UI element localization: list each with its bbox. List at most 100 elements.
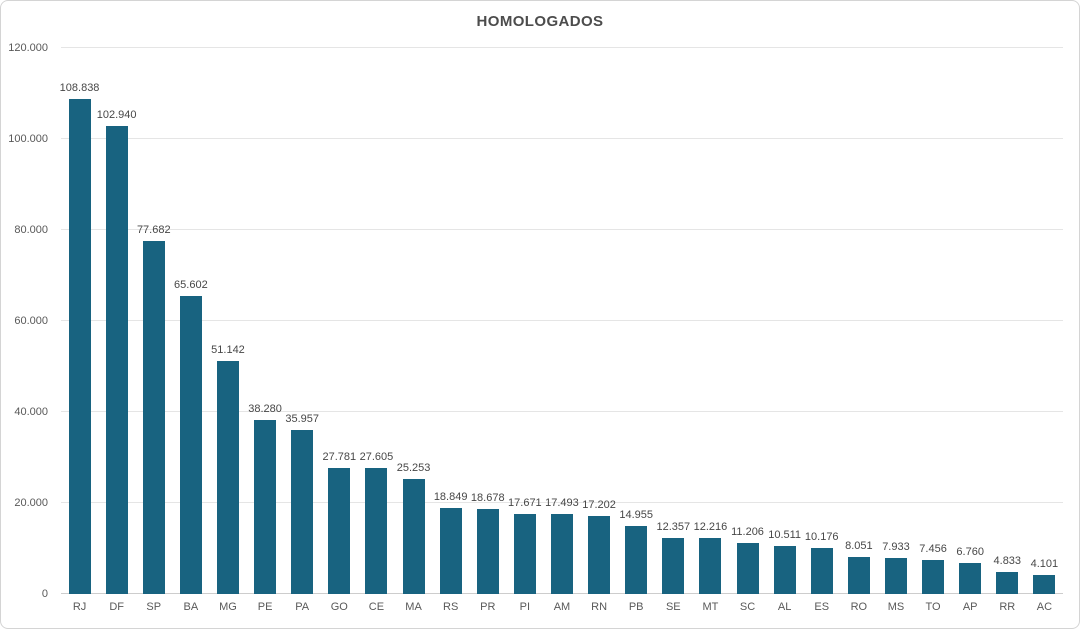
bar-slot: 77.682 SP [135,48,172,613]
y-axis-tick-label: 60.000 [14,315,48,327]
x-axis-label[interactable]: TO [925,601,941,613]
x-axis-label[interactable]: BA [183,601,199,613]
bar[interactable] [254,419,277,594]
bar[interactable] [142,240,165,594]
bar[interactable] [1033,575,1056,594]
x-axis-label[interactable]: SC [739,601,756,613]
chart-title: HOMOLOGADOS [476,13,604,30]
bar[interactable] [550,514,573,594]
y-axis-tick-label: 120.000 [8,42,48,54]
x-axis-label[interactable]: SE [665,601,681,613]
x-axis-label[interactable]: PA [295,601,310,613]
x-axis-label[interactable]: MT [702,601,719,613]
x-axis-label[interactable]: RO [850,601,868,613]
x-axis-label[interactable]: AM [553,601,571,613]
bar-slot: 14.955 PB [618,48,655,613]
bar-slot: 8.051 RO [840,48,877,613]
bar[interactable] [699,538,722,594]
x-axis-label[interactable]: MS [887,601,905,613]
bar[interactable] [736,543,759,594]
x-axis-label[interactable]: CE [368,601,385,613]
bar-value-label: 25.253 [396,462,431,475]
bar-value-label: 17.671 [508,496,542,509]
bar-value-label: 4.833 [993,555,1022,568]
bar[interactable] [588,515,611,594]
y-axis-tick-label: 100.000 [8,133,48,145]
bar-value-label: 10.176 [804,530,839,543]
bar-slot: 65.602 BA [172,48,209,613]
bar[interactable] [402,479,425,594]
bar[interactable] [996,572,1019,594]
bar[interactable] [847,557,870,594]
bar-slot: 12.357 SE [655,48,692,613]
bar[interactable] [810,547,833,594]
bar[interactable] [439,508,462,594]
bar-value-label: 77.682 [136,223,171,236]
x-axis-label[interactable]: PB [628,601,644,613]
gridline [61,320,1063,321]
bar[interactable] [476,509,499,594]
bar-slot: 6.760 AP [952,48,989,613]
gridline [61,502,1063,503]
x-axis-label[interactable]: RR [999,601,1016,613]
x-axis-label[interactable]: DF [109,601,124,613]
bar-slot: 18.849 RS [432,48,469,613]
bar-slot: 18.678 PR [469,48,506,613]
bar-value-label: 8.051 [845,540,873,553]
x-axis-label[interactable]: AL [777,601,792,613]
bar[interactable] [365,468,388,594]
bar[interactable] [68,98,91,594]
gridline [61,229,1063,230]
bar[interactable] [291,430,314,594]
x-axis-label[interactable]: PR [480,601,496,613]
x-axis-label[interactable]: AC [1036,601,1053,613]
bar[interactable] [625,525,648,594]
x-axis-label[interactable]: MG [219,601,237,613]
bar[interactable] [884,557,907,594]
bar[interactable] [662,537,685,594]
bar-value-label: 11.206 [731,526,764,539]
bar-slot: 38.280 PE [247,48,284,613]
bar[interactable] [959,563,982,594]
x-axis-label[interactable]: AP [962,601,978,613]
gridline [61,47,1063,48]
x-axis-label[interactable]: SP [146,601,162,613]
bar-value-label: 27.781 [322,450,357,463]
bar[interactable] [179,295,202,594]
x-axis-label[interactable]: RJ [72,601,87,613]
gridline [61,411,1063,412]
bar-slot: 51.142 MG [209,48,246,613]
bar-value-label: 51.142 [211,344,245,357]
y-axis-tick-label: 80.000 [14,224,48,236]
bar[interactable] [216,361,239,594]
bar-slot: 7.456 TO [915,48,952,613]
bar-slot: 7.933 MS [877,48,914,613]
bar[interactable] [773,546,796,594]
x-axis-label[interactable]: RS [443,601,459,613]
x-axis-label[interactable]: MA [405,601,422,613]
bar-slot: 4.833 RR [989,48,1026,613]
bar-value-label: 108.838 [59,81,100,94]
bar[interactable] [328,467,351,594]
bar-value-label: 7.456 [919,543,947,556]
bar[interactable] [105,125,128,594]
bar-value-label: 27.605 [359,451,394,464]
x-axis-label[interactable]: ES [814,601,830,613]
bar-slot: 25.253 MA [395,48,432,613]
bar-value-label: 6.760 [956,546,984,559]
bar-slot: 12.216 MT [692,48,729,613]
x-axis-label[interactable]: GO [330,601,348,613]
bar-value-label: 102.940 [96,108,137,121]
gridline [61,138,1063,139]
bar-value-label: 10.511 [768,529,802,542]
bar-value-label: 7.933 [882,540,910,553]
x-axis-label[interactable]: PE [257,601,273,613]
bar[interactable] [922,560,945,594]
plot-area: 0 20.000 40.000 60.000 80.000 100.000 120.000 … [8,42,1063,613]
bar-value-label: 4.101 [1030,558,1059,571]
bar[interactable] [513,513,536,594]
bar-slot: 108.838 RJ [59,48,100,613]
x-axis-label[interactable]: RN [591,601,608,613]
x-axis-label[interactable]: PI [519,601,531,613]
bar-value-label: 35.957 [285,413,320,426]
